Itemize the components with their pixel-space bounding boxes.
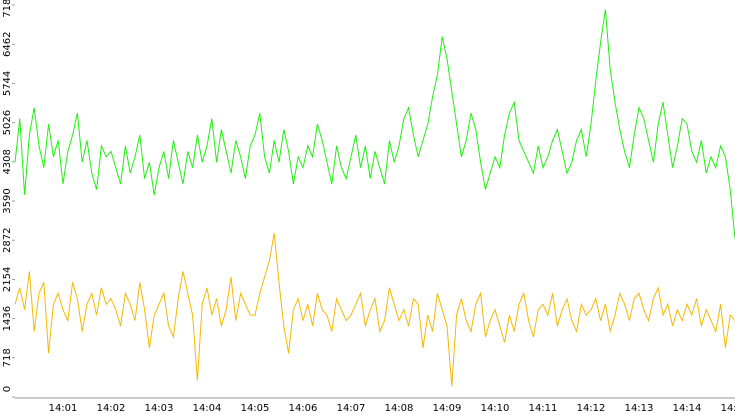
x-tick-label: 14:14 [673,403,702,414]
y-tick-label: 5744 [2,71,13,96]
y-tick-label: 3590 [2,188,13,213]
x-tick-label: 14:07 [337,403,366,414]
y-tick-label: 5026 [2,110,13,135]
x-tick-label: 14:05 [241,403,270,414]
x-tick-label: 14:04 [193,403,222,414]
x-tick-label: 14:11 [529,403,558,414]
x-tick-label: 14:03 [145,403,174,414]
y-tick-label: 1436 [2,306,13,331]
x-tick-label: 14:09 [433,403,462,414]
y-tick-label: 718 [2,348,13,367]
x-tick-label: 14:13 [625,403,654,414]
series-line [14,233,735,387]
x-tick-label: 14:06 [289,403,318,414]
y-tick-label: 4308 [2,149,13,174]
x-tick-label: 14:02 [97,403,126,414]
y-tick-label: 7181 [2,0,13,18]
x-tick-label: 14:08 [385,403,414,414]
y-tick-label: 2872 [2,227,13,252]
y-tick-label: 0 [2,386,13,392]
y-tick-label: 6462 [2,32,13,57]
series-line [14,9,735,239]
x-tick-label: 14:01 [49,403,78,414]
y-tick-label: 2154 [2,267,13,292]
x-tick-label: 14:15 [721,403,735,414]
x-tick-label: 14:10 [481,403,510,414]
x-tick-label: 14:12 [577,403,606,414]
